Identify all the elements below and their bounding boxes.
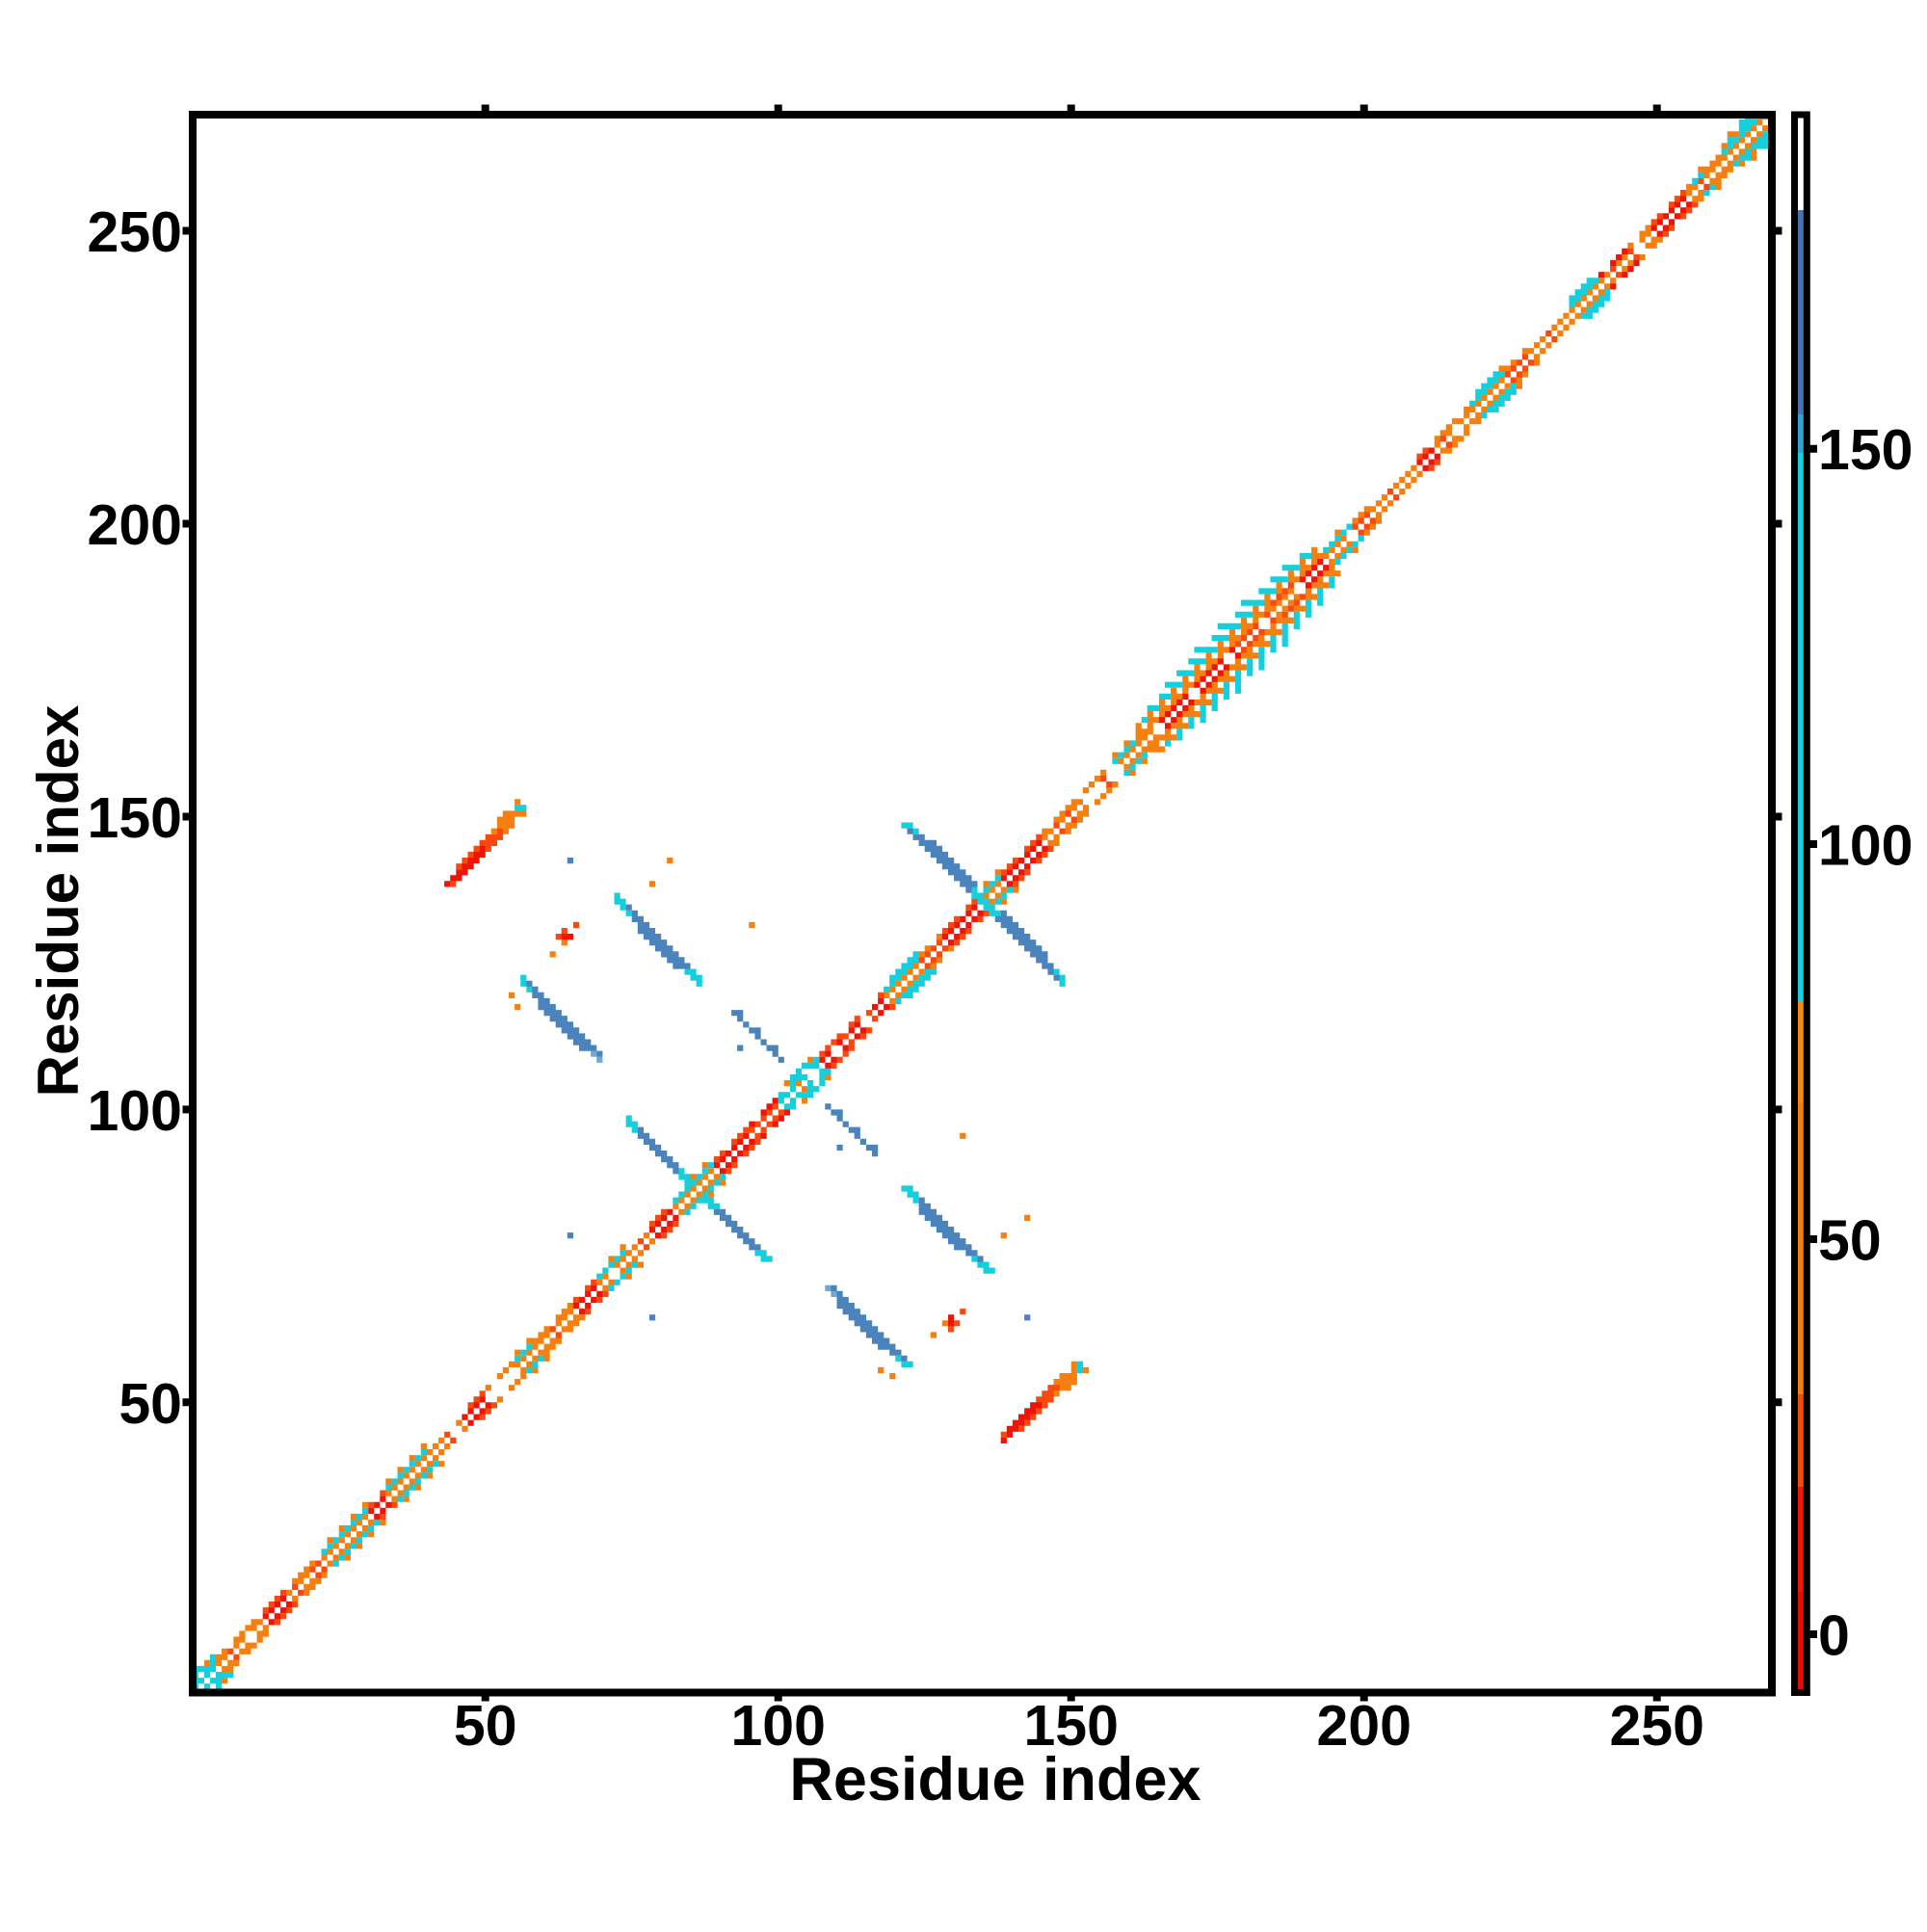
svg-text:100: 100 [730, 1694, 825, 1758]
svg-text:150: 150 [88, 786, 182, 850]
svg-text:50: 50 [1818, 1209, 1882, 1273]
svg-text:100: 100 [1818, 814, 1913, 878]
svg-text:Residue index: Residue index [789, 1746, 1201, 1813]
svg-text:250: 250 [1609, 1694, 1703, 1758]
svg-text:100: 100 [88, 1079, 182, 1143]
svg-text:50: 50 [454, 1694, 517, 1758]
svg-text:250: 250 [88, 200, 182, 264]
svg-text:200: 200 [88, 493, 182, 557]
svg-text:Residue index: Residue index [26, 705, 91, 1098]
svg-text:0: 0 [1818, 1604, 1850, 1668]
svg-text:50: 50 [119, 1372, 182, 1436]
svg-text:150: 150 [1818, 418, 1913, 482]
svg-text:200: 200 [1316, 1694, 1411, 1758]
svg-text:150: 150 [1023, 1694, 1118, 1758]
